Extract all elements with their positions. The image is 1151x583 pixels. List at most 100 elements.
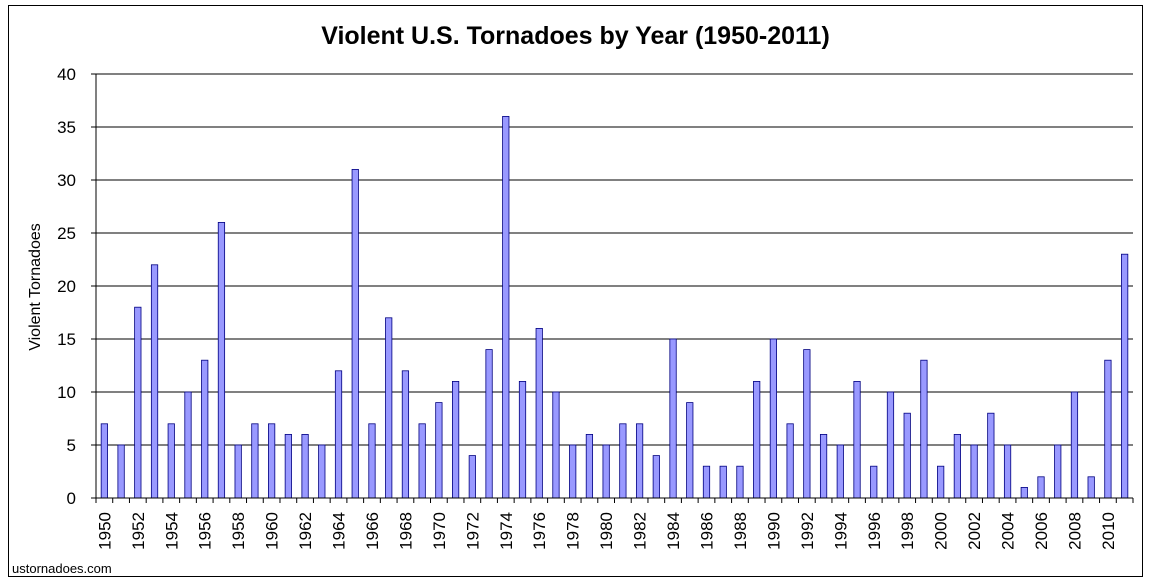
bar: [134, 306, 142, 499]
bar: [1070, 391, 1079, 499]
x-tick-label: 1978: [564, 512, 583, 550]
bar: [635, 423, 644, 499]
bar: [117, 444, 125, 499]
bar: [786, 423, 794, 499]
x-tick-label: 1998: [898, 512, 917, 550]
bar: [686, 402, 694, 499]
bar: [870, 465, 878, 499]
bar: [803, 349, 811, 499]
x-tick-label: 1994: [831, 512, 850, 550]
y-tick-label: 10: [57, 383, 76, 402]
x-tick-label: 1966: [363, 512, 382, 550]
y-tick-label: 15: [57, 330, 76, 349]
bar: [401, 370, 410, 499]
x-tick-label: 1990: [764, 512, 783, 550]
bar: [702, 465, 711, 499]
x-tick-label: 1980: [597, 512, 616, 550]
chart-title: Violent U.S. Tornadoes by Year (1950-201…: [321, 22, 830, 50]
bar: [167, 423, 175, 499]
bar: [753, 380, 761, 499]
bar: [535, 327, 543, 499]
x-tick-label: 1958: [229, 512, 248, 550]
bar: [217, 221, 226, 499]
bar: [301, 433, 309, 499]
y-tick-label: 25: [57, 224, 76, 243]
bar: [619, 423, 627, 499]
bar: [284, 433, 292, 499]
bar: [903, 412, 911, 499]
bar: [937, 465, 945, 499]
bar: [669, 338, 677, 499]
bar: [1003, 444, 1012, 499]
x-tick-label: 1954: [162, 512, 181, 550]
bar: [1087, 476, 1095, 499]
x-tick-label: 1984: [664, 512, 683, 550]
x-tick-label: 2002: [965, 512, 984, 550]
bar: [602, 444, 610, 499]
bar: [1104, 359, 1112, 499]
x-tick-label: 2008: [1065, 512, 1084, 550]
y-tick-label: 0: [67, 489, 76, 508]
bar: [418, 423, 426, 499]
bar: [318, 444, 326, 499]
bar: [569, 444, 577, 499]
x-tick-label: 2004: [999, 512, 1018, 550]
x-tick-label: 1972: [463, 512, 482, 550]
bar: [886, 391, 895, 499]
bar: [251, 423, 259, 499]
y-tick-label: 35: [57, 118, 76, 137]
bar: [1020, 486, 1028, 499]
bar: [652, 455, 660, 499]
bar: [435, 402, 443, 499]
bar: [1037, 476, 1045, 499]
x-tick-label: 1952: [129, 512, 148, 550]
bar: [268, 423, 276, 499]
bar: [1121, 253, 1129, 499]
x-tick-label: 1950: [95, 512, 114, 550]
bar: [585, 433, 594, 499]
x-tick-label: 1964: [330, 512, 349, 550]
bar: [334, 370, 343, 499]
bar: [368, 423, 376, 499]
bar: [150, 264, 159, 499]
bar: [552, 391, 560, 499]
x-tick-label: 1988: [731, 512, 750, 550]
x-tick-label: 1962: [296, 512, 315, 550]
bar: [920, 359, 928, 499]
bar: [970, 444, 978, 499]
bar: [100, 423, 108, 499]
x-tick-label: 1956: [196, 512, 215, 550]
bar: [468, 455, 476, 499]
y-axis-label: Violent Tornadoes: [27, 223, 44, 351]
y-tick-label: 40: [57, 65, 76, 84]
bar: [184, 391, 192, 499]
source-label: ustornadoes.com: [12, 561, 112, 576]
bar: [819, 433, 828, 499]
bar: [719, 465, 727, 499]
y-tick-label: 5: [67, 436, 76, 455]
x-tick-label: 1986: [697, 512, 716, 550]
bar: [452, 380, 460, 499]
bar: [234, 444, 242, 499]
y-tick-label: 30: [57, 171, 76, 190]
bar: [736, 465, 744, 499]
x-tick-label: 1970: [430, 512, 449, 550]
bar: [201, 359, 209, 499]
x-tick-label: 1960: [263, 512, 282, 550]
x-tick-label: 2010: [1099, 512, 1118, 550]
x-tick-label: 1968: [396, 512, 415, 550]
x-tick-label: 1976: [530, 512, 549, 550]
bar: [1054, 444, 1062, 499]
x-tick-label: 1982: [631, 512, 650, 550]
x-tick-label: 1996: [865, 512, 884, 550]
bar: [769, 338, 777, 499]
x-tick-label: 2006: [1032, 512, 1051, 550]
y-tick-label: 20: [57, 277, 76, 296]
bar: [518, 380, 527, 499]
x-tick-label: 2000: [932, 512, 951, 550]
bar: [351, 168, 359, 499]
bar: [836, 444, 844, 499]
bar: [385, 317, 393, 499]
bar: [953, 433, 961, 499]
